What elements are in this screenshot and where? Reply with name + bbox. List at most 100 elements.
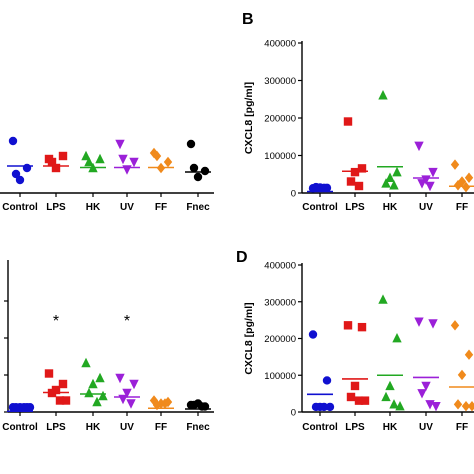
data-point	[357, 164, 367, 173]
data-point	[95, 153, 105, 164]
data-point	[189, 163, 199, 173]
data-point	[461, 400, 471, 412]
data-point	[308, 330, 318, 339]
data-point	[453, 180, 463, 191]
data-point	[425, 181, 435, 192]
x-tick-label: Fnec	[186, 202, 210, 213]
x-tick-label: FF	[155, 422, 167, 433]
data-point	[389, 180, 399, 190]
y-tick-label: 300000	[264, 297, 296, 308]
y-tick-label: 400000	[264, 261, 296, 272]
x-tick-label: UV	[419, 422, 433, 433]
data-point	[129, 379, 139, 390]
x-tick-label: Control	[302, 422, 338, 433]
data-point	[193, 172, 203, 182]
panel-letter: B	[242, 11, 254, 28]
significance-marker: *	[124, 313, 130, 330]
data-point	[92, 396, 102, 407]
data-point	[417, 179, 427, 189]
data-point	[311, 402, 321, 412]
x-tick-label: HK	[383, 422, 398, 433]
x-tick-label: FF	[155, 202, 167, 213]
data-point	[464, 349, 474, 360]
data-point	[22, 163, 32, 173]
x-tick-label: LPS	[46, 202, 66, 213]
data-point	[450, 320, 460, 331]
data-point	[47, 157, 57, 167]
data-point	[149, 147, 159, 159]
data-point	[44, 369, 54, 378]
data-point	[414, 317, 424, 327]
data-point	[311, 182, 321, 192]
data-point	[395, 400, 405, 411]
data-point	[200, 166, 210, 176]
data-point	[350, 381, 360, 391]
data-point	[461, 181, 471, 193]
data-point	[378, 90, 388, 100]
data-point	[19, 403, 29, 412]
data-point	[51, 163, 61, 173]
data-point	[95, 372, 105, 383]
data-point	[360, 396, 370, 405]
data-point	[343, 321, 353, 330]
x-tick-label: HK	[86, 422, 101, 433]
x-tick-label: UV	[419, 202, 433, 213]
data-point	[343, 117, 353, 126]
y-tick-label: 200000	[264, 334, 296, 345]
data-point	[98, 390, 108, 401]
data-point	[149, 395, 159, 406]
data-point	[11, 403, 21, 412]
data-point	[189, 400, 199, 410]
data-point	[84, 156, 94, 167]
data-point	[378, 294, 388, 304]
data-point	[431, 401, 441, 412]
y-axis-title: CXCL8 [pg/ml]	[243, 82, 255, 154]
data-point	[129, 157, 139, 168]
y-tick-label: 0	[291, 408, 296, 419]
data-point	[357, 322, 367, 332]
data-point	[417, 389, 427, 399]
y-tick-label: 100000	[264, 151, 296, 162]
data-point	[186, 139, 196, 149]
data-point	[381, 391, 391, 402]
data-point	[322, 376, 332, 385]
data-point	[464, 172, 474, 183]
x-tick-label: LPS	[345, 202, 365, 213]
y-axis-title: CXCL8 [pg/ml]	[243, 302, 255, 374]
data-point	[421, 381, 431, 392]
data-point	[414, 141, 424, 152]
panel-b: B 0 100000 200000 300000 400000 CXCL8 [pg/ml] C…	[242, 11, 474, 213]
data-point	[15, 175, 25, 185]
y-tick-label: 0	[291, 189, 296, 200]
data-point	[84, 387, 94, 398]
x-tick-label: UV	[120, 202, 134, 213]
data-point	[55, 396, 65, 405]
data-point	[81, 357, 91, 368]
data-point	[385, 172, 395, 182]
x-tick-label: Control	[302, 202, 338, 213]
x-tick-label: Fnec	[186, 422, 210, 433]
x-tick-label: HK	[86, 202, 101, 213]
data-point	[61, 396, 71, 405]
data-point	[152, 399, 162, 411]
data-point	[346, 177, 356, 186]
data-point	[354, 181, 364, 191]
x-tick-label: Control	[2, 202, 38, 213]
y-tick-label: 300000	[264, 76, 296, 87]
data-point	[453, 399, 463, 410]
data-point	[325, 402, 335, 412]
data-point	[319, 183, 329, 193]
data-point	[392, 166, 402, 177]
data-point	[8, 136, 18, 146]
data-point	[319, 402, 329, 412]
data-point	[354, 396, 364, 405]
data-point	[346, 392, 356, 402]
data-point	[126, 399, 136, 409]
panel-a-cropped: Control LPS HK UV FF Fnec	[0, 136, 214, 213]
data-point	[118, 154, 128, 165]
x-tick-label: LPS	[345, 422, 365, 433]
x-tick-label: HK	[383, 202, 398, 213]
data-point	[81, 150, 91, 161]
x-tick-label: Control	[2, 422, 38, 433]
